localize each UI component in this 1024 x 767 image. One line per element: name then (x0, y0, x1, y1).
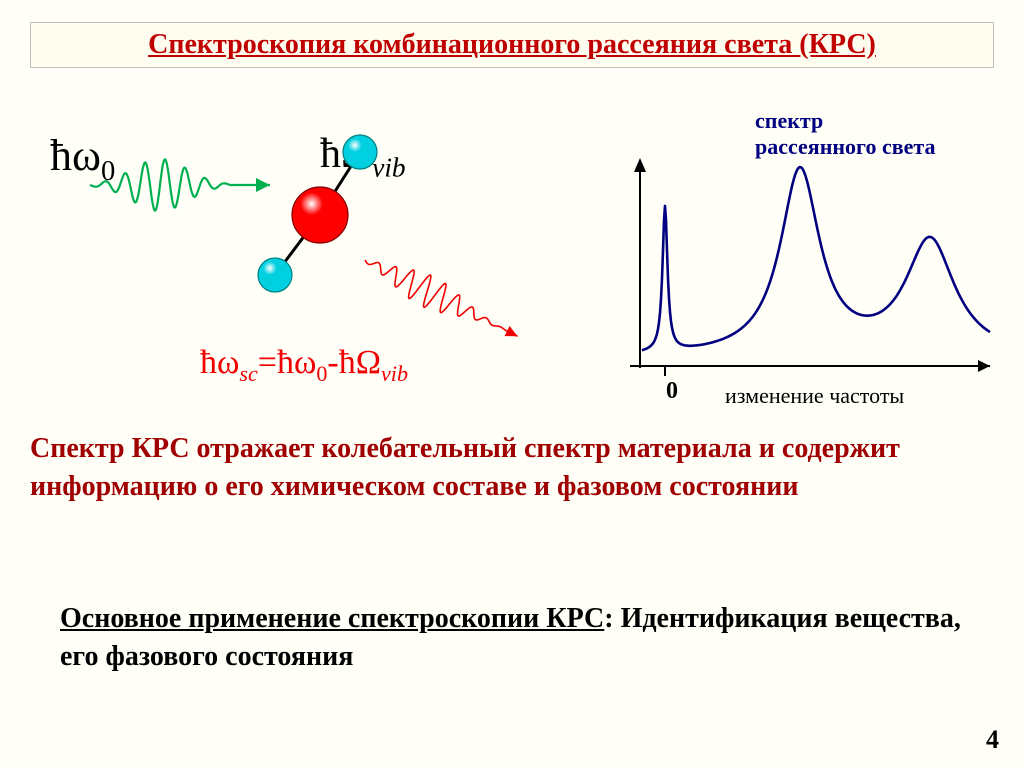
spectrum-title-l1: спектр (755, 108, 823, 133)
slide-title: Спектроскопия комбинационного рассеяния … (148, 29, 876, 60)
spectrum-title-l2: рассеянного света (755, 134, 935, 159)
scattered-wave (365, 260, 518, 336)
molecule (258, 135, 377, 292)
spectrum-chart (610, 158, 1000, 388)
spectrum-panel: спектр рассеянного света 0 изменение час… (610, 108, 1000, 408)
application-paragraph: Основное применение спектроскопии КРС: И… (60, 600, 994, 676)
description-paragraph: Спектр КРС отражает колебательный спектр… (30, 430, 994, 506)
axis-zero-label: 0 (666, 378, 678, 405)
page-number: 4 (986, 725, 999, 755)
spectrum-curve (642, 167, 990, 350)
axis-x-label: изменение частоты (725, 383, 904, 409)
slide-title-bar: Спектроскопия комбинационного рассеяния … (30, 22, 994, 68)
spectrum-title: спектр рассеянного света (755, 108, 935, 161)
application-underlined: Основное применение спектроскопии КРС (60, 603, 604, 634)
incident-wave (90, 159, 270, 210)
raman-diagram (30, 120, 590, 380)
